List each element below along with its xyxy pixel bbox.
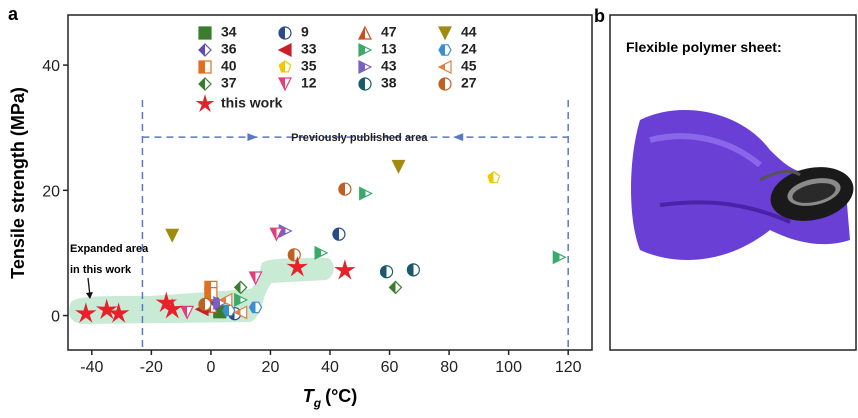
legend-marker: [358, 25, 372, 40]
data-point: [222, 304, 236, 317]
y-axis-label: Tensile strength (MPa): [8, 87, 28, 279]
legend-label: 27: [461, 75, 477, 91]
legend-marker: [198, 77, 212, 91]
legend-label: 36: [221, 41, 237, 57]
legend-marker: [438, 26, 452, 41]
data-point: [198, 297, 212, 311]
data-point: [338, 182, 352, 196]
legend-marker: [198, 43, 212, 57]
expanded-area-region: [69, 258, 334, 324]
data-point: [406, 263, 420, 277]
data-point: [334, 259, 356, 280]
data-point: [391, 159, 406, 174]
data-point: [388, 280, 403, 295]
data-point: [161, 297, 184, 319]
annotation: in this work: [70, 264, 132, 276]
x-tick-label: -40: [80, 359, 103, 376]
x-label-symbol: T: [303, 386, 316, 406]
arrowhead: [453, 133, 464, 142]
data-point: [218, 292, 233, 307]
data-point: [95, 298, 118, 320]
photo-panel: Flexible polymer sheet:: [609, 14, 857, 351]
legend-marker: [358, 43, 373, 57]
glove: [631, 110, 850, 261]
legend-label: 38: [381, 75, 397, 91]
legend-marker: [278, 26, 292, 40]
polymer-sheet-hole: [792, 183, 836, 203]
legend-marker: [198, 26, 212, 40]
legend-label: 37: [221, 75, 237, 91]
y-tick-label: 40: [42, 58, 60, 75]
legend-marker: [277, 43, 292, 57]
legend-marker: [438, 77, 452, 91]
legend-marker: [195, 94, 215, 113]
data-point: [234, 292, 249, 307]
area-label: Previously published area: [291, 132, 428, 144]
x-tick-label: 0: [206, 359, 215, 376]
data-point: [165, 228, 180, 243]
legend-marker: [198, 60, 212, 74]
legend-label: 9: [301, 24, 309, 40]
x-tick-label: 80: [440, 359, 458, 376]
photo-caption: Flexible polymer sheet:: [626, 39, 782, 55]
data-point: [359, 186, 374, 201]
legend-label: 47: [381, 24, 397, 40]
legend-marker: [278, 60, 292, 73]
legend-label: 12: [301, 75, 317, 91]
data-point: [552, 250, 567, 265]
x-tick-label: -20: [140, 359, 163, 376]
x-label-subscript: g: [313, 396, 322, 410]
legend-marker: [437, 60, 452, 74]
legend-label: 43: [381, 58, 397, 74]
sheet-highlight: [759, 169, 801, 182]
data-point: [180, 305, 195, 320]
panel-label: a: [8, 4, 19, 24]
x-tick-label: 20: [262, 359, 280, 376]
data-point: [314, 245, 329, 260]
legend-label: this work: [221, 95, 283, 111]
arrowhead: [247, 133, 258, 142]
legend-label: 33: [301, 41, 317, 57]
legend-label: 13: [381, 41, 397, 57]
data-point: [379, 265, 394, 279]
panel-label: b: [594, 6, 605, 26]
data-point: [269, 227, 284, 242]
legend-label: 35: [301, 58, 317, 74]
legend-marker: [358, 60, 373, 74]
legend-label: 40: [221, 58, 237, 74]
legend-marker: [278, 77, 292, 92]
data-point: [286, 255, 309, 277]
data-point: [107, 302, 130, 323]
data-point: [248, 271, 263, 286]
x-axis-label: Tg (°C): [303, 386, 358, 410]
data-point: [233, 305, 248, 320]
legend-label: 45: [461, 58, 477, 74]
legend-label: 34: [221, 24, 237, 40]
x-tick-label: 120: [555, 359, 582, 376]
x-tick-label: 40: [321, 359, 339, 376]
legend-marker: [358, 77, 372, 91]
glove-shadow: [659, 200, 791, 224]
legend-label: 44: [461, 24, 477, 40]
y-tick-label: 0: [51, 309, 60, 326]
data-point: [75, 302, 97, 323]
annotation-arrowhead: [86, 292, 93, 299]
x-label-unit: (°C): [325, 386, 357, 406]
legend-marker: [438, 44, 452, 56]
y-tick-label: 20: [42, 183, 60, 200]
glove-highlight: [649, 133, 762, 168]
x-tick-label: 60: [381, 359, 399, 376]
annotation: Expanded area: [70, 243, 149, 255]
x-tick-label: 100: [495, 359, 522, 376]
data-point: [332, 227, 346, 241]
legend-label: 24: [461, 41, 477, 57]
data-point: [287, 248, 301, 262]
data-point: [248, 301, 263, 314]
data-point: [487, 171, 501, 184]
data-point: [233, 280, 248, 295]
